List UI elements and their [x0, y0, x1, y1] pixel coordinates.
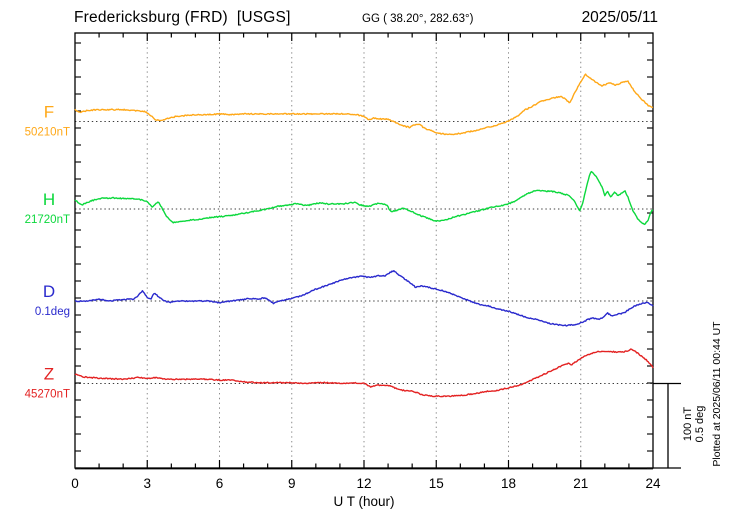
x-tick-label: 18 — [501, 476, 516, 491]
x-tick-label: 24 — [645, 476, 661, 491]
series-label-D: D — [43, 282, 55, 301]
x-tick-label: 9 — [288, 476, 296, 491]
x-tick-label: 15 — [429, 476, 444, 491]
trace-H — [74, 170, 654, 226]
x-tick-label: 3 — [143, 476, 151, 491]
series-baseline-value-H: 21720nT — [25, 214, 70, 226]
x-tick-label: 0 — [71, 476, 79, 491]
x-tick-label: 21 — [573, 476, 588, 491]
series-label-Z: Z — [44, 365, 54, 384]
trace-D — [74, 270, 654, 327]
scale-bar-label-nt: 100 nT — [682, 406, 694, 442]
station-title: Fredericksburg (FRD) [USGS] — [74, 9, 291, 26]
series-baseline-value-D: 0.1deg — [35, 306, 70, 318]
geographic-coordinates: GG ( 38.20°, 282.63°) — [362, 13, 474, 25]
series-label-F: F — [44, 103, 54, 122]
scale-bar-label-deg: 0.5 deg — [694, 405, 706, 443]
trace-F — [74, 73, 654, 136]
x-tick-label: 12 — [356, 476, 371, 491]
plot-date: 2025/05/11 — [581, 9, 658, 26]
x-axis-label: U T (hour) — [333, 494, 395, 509]
x-tick-label: 6 — [216, 476, 224, 491]
trace-Z — [74, 348, 654, 398]
plotted-timestamp-note: Plotted at 2025/06/11 00:44 UT — [711, 321, 723, 467]
series-baseline-value-F: 50210nT — [25, 127, 70, 139]
series-baseline-value-Z: 45270nT — [25, 389, 70, 401]
series-label-H: H — [43, 190, 55, 209]
